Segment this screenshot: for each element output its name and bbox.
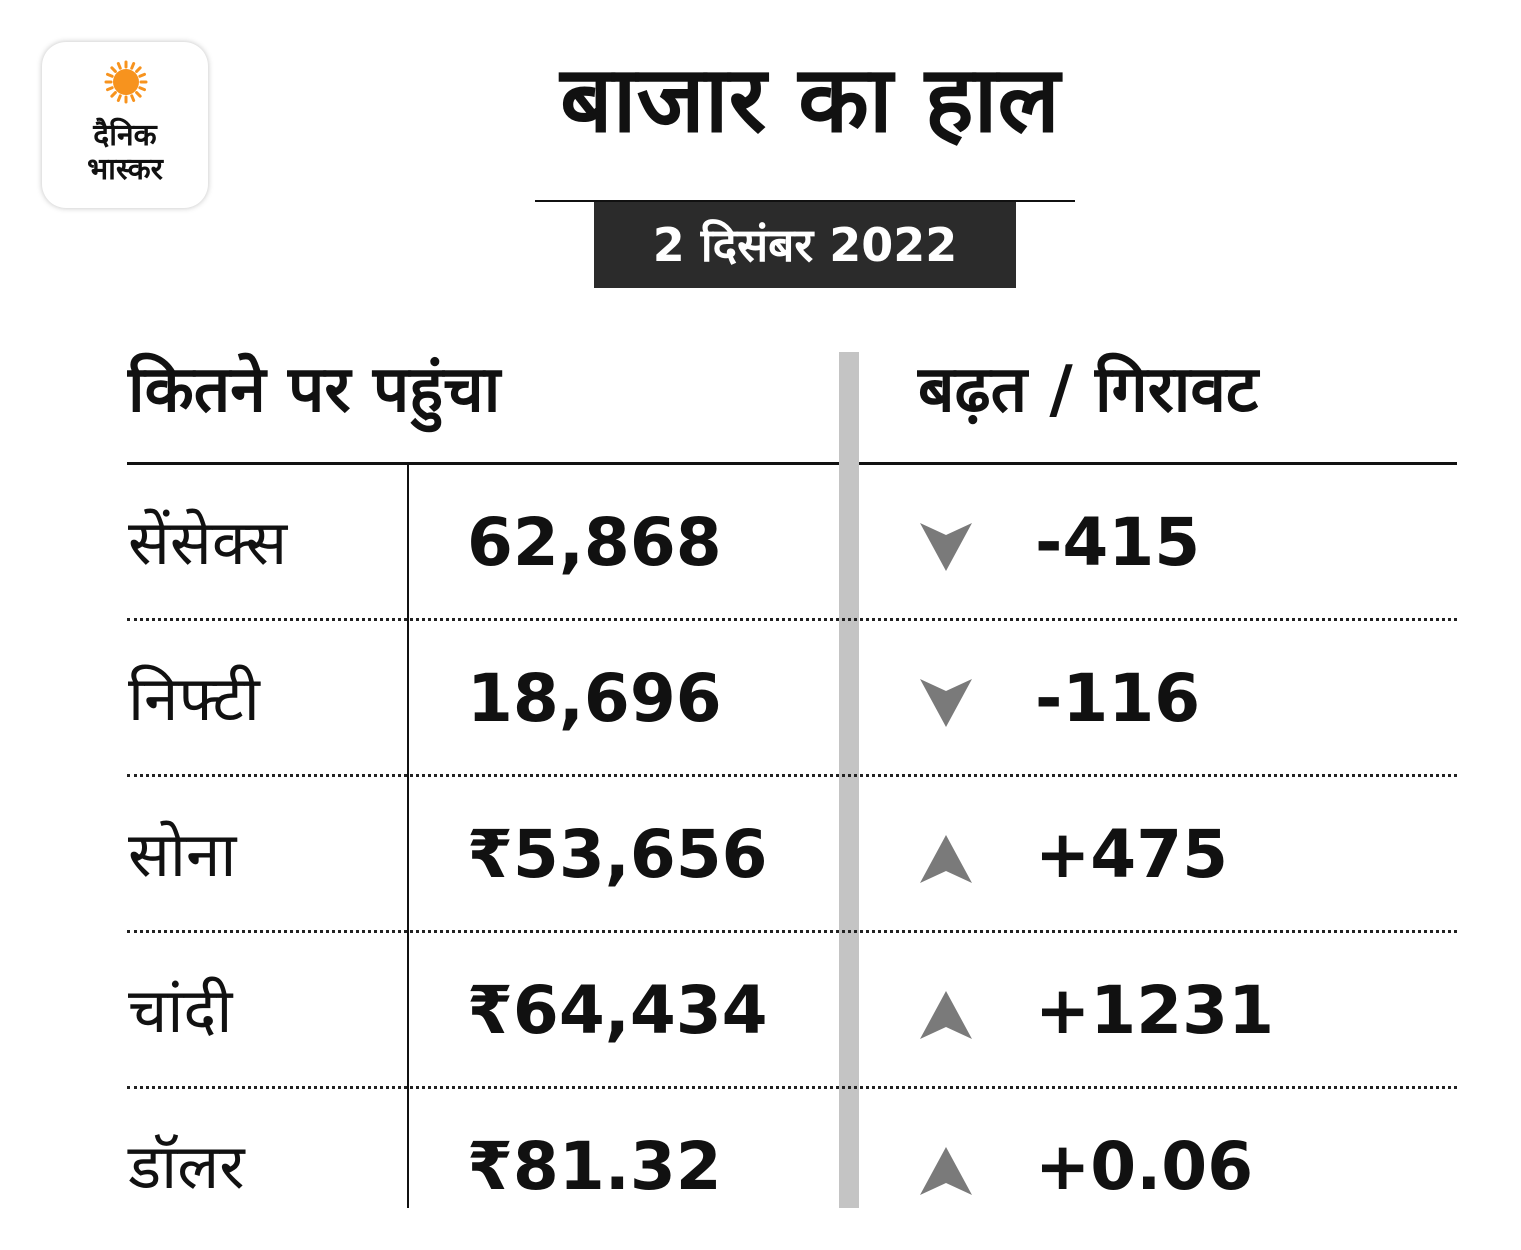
row-change: -116 <box>1035 660 1201 737</box>
page-title: बाजार का हाल <box>560 46 1060 153</box>
row-separator <box>127 774 1457 777</box>
up-triangle-icon <box>920 835 972 883</box>
column-divider <box>839 352 859 1208</box>
date-rule <box>535 200 1075 202</box>
logo-text-line1: दैनिक <box>93 118 157 153</box>
row-value: ₹64,434 <box>467 972 768 1049</box>
date-label: 2 दिसंबर 2022 <box>594 202 1016 288</box>
row-separator <box>127 1086 1457 1089</box>
row-value: 62,868 <box>467 504 722 581</box>
row-change: +475 <box>1035 816 1229 893</box>
header-rule <box>127 462 1457 465</box>
table-row: डॉलर ₹81.32 +0.06 <box>0 1089 1521 1245</box>
table-row: निफ्टी 18,696 -116 <box>0 621 1521 777</box>
row-name: सोना <box>128 818 237 891</box>
header-level: कितने पर पहुंचा <box>128 353 501 427</box>
table-row: सोना ₹53,656 +475 <box>0 777 1521 933</box>
up-triangle-icon <box>920 1147 972 1195</box>
row-name: सेंसेक्स <box>128 506 288 579</box>
row-name: निफ्टी <box>128 662 260 735</box>
row-name: चांदी <box>128 974 233 1047</box>
sun-icon <box>104 60 148 104</box>
row-change: +1231 <box>1035 972 1274 1049</box>
row-separator <box>127 930 1457 933</box>
row-separator <box>127 618 1457 621</box>
table-row: चांदी ₹64,434 +1231 <box>0 933 1521 1089</box>
name-value-divider <box>407 465 409 1208</box>
row-change: -415 <box>1035 504 1201 581</box>
row-change: +0.06 <box>1035 1128 1254 1205</box>
header-change: बढ़त / गिरावट <box>918 353 1259 427</box>
row-value: ₹53,656 <box>467 816 768 893</box>
table-row: सेंसेक्स 62,868 -415 <box>0 465 1521 621</box>
dainik-bhaskar-logo: दैनिक भास्कर <box>42 42 208 208</box>
up-triangle-icon <box>920 991 972 1039</box>
row-name: डॉलर <box>128 1130 245 1203</box>
down-triangle-icon <box>920 523 972 571</box>
row-value: 18,696 <box>467 660 722 737</box>
logo-text-line2: भास्कर <box>87 152 163 187</box>
down-triangle-icon <box>920 679 972 727</box>
row-value: ₹81.32 <box>467 1128 722 1205</box>
